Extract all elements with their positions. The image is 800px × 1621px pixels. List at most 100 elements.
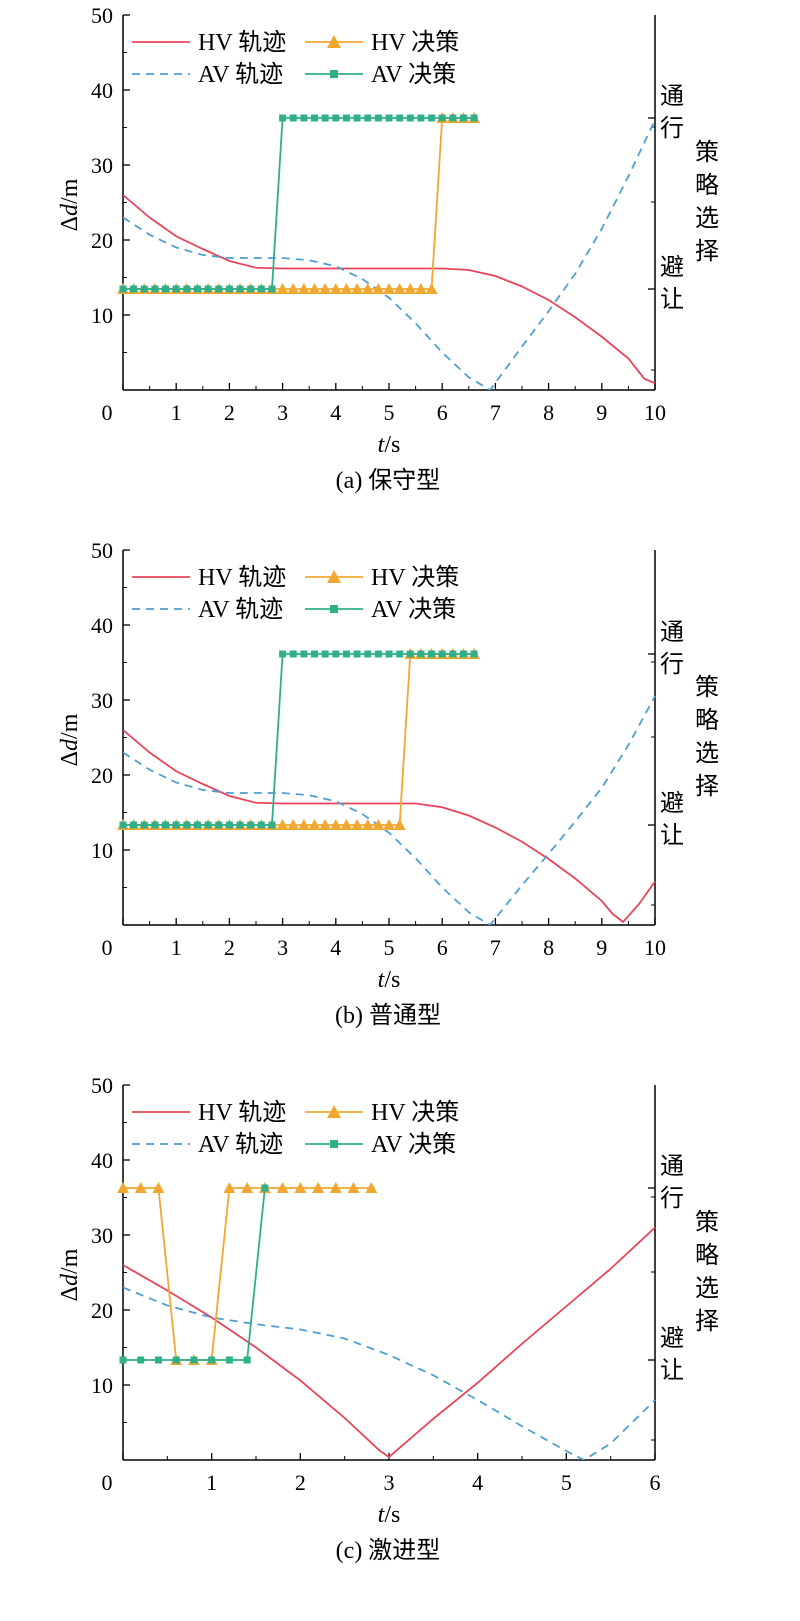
legend-label: AV 轨迹 bbox=[198, 596, 283, 623]
square-marker bbox=[183, 285, 191, 293]
y-tick-label: 30 bbox=[91, 1223, 113, 1248]
triangle-marker bbox=[351, 283, 364, 294]
y-tick-label: 40 bbox=[91, 1148, 113, 1173]
triangle-marker bbox=[372, 819, 385, 830]
x-tick-label: 2 bbox=[295, 1470, 306, 1495]
right-axis-title: 择 bbox=[695, 1308, 719, 1335]
legend-label: AV 决策 bbox=[371, 596, 456, 623]
x-tick-label: 8 bbox=[543, 400, 554, 425]
square-marker bbox=[162, 821, 170, 829]
y-tick-label: 30 bbox=[91, 153, 113, 178]
square-marker bbox=[385, 114, 393, 122]
x-tick-label: 6 bbox=[437, 400, 448, 425]
square-marker bbox=[311, 650, 319, 658]
x-axis-title: t/s bbox=[378, 1502, 401, 1528]
square-marker bbox=[261, 1184, 269, 1192]
series-AV-轨迹 bbox=[123, 119, 656, 390]
legend: HV 轨迹 HV 决策 AV 轨迹 AV 决策 bbox=[132, 1099, 459, 1158]
right-tick-label: 避 bbox=[660, 790, 684, 817]
square-marker bbox=[130, 821, 138, 829]
x-tick-label: 9 bbox=[596, 935, 607, 960]
square-marker bbox=[247, 821, 255, 829]
x-tick-label: 2 bbox=[224, 400, 235, 425]
series-line bbox=[123, 729, 656, 924]
x-tick-label: 10 bbox=[644, 935, 666, 960]
square-marker bbox=[332, 114, 340, 122]
square-marker bbox=[204, 821, 212, 829]
square-marker bbox=[215, 285, 223, 293]
square-marker bbox=[385, 650, 393, 658]
legend-triangle-marker bbox=[327, 570, 341, 583]
series-HV-轨迹 bbox=[123, 1226, 656, 1459]
x-tick-label: 4 bbox=[330, 935, 341, 960]
square-marker bbox=[470, 650, 478, 658]
y-tick-label: 20 bbox=[91, 763, 113, 788]
y-axis-title: Δd/m bbox=[57, 1248, 83, 1301]
square-marker bbox=[190, 1356, 198, 1364]
triangle-marker bbox=[241, 1182, 254, 1193]
triangle-marker bbox=[361, 819, 374, 830]
right-tick-label: 行 bbox=[660, 651, 684, 678]
series-HV-决策 bbox=[117, 1182, 378, 1365]
triangle-marker bbox=[329, 1182, 342, 1193]
y-tick-label: 40 bbox=[91, 78, 113, 103]
triangle-marker bbox=[134, 1182, 147, 1193]
right-axis-title: 择 bbox=[695, 238, 719, 265]
square-marker bbox=[140, 285, 148, 293]
triangle-marker bbox=[287, 283, 300, 294]
square-marker bbox=[342, 650, 350, 658]
square-marker bbox=[236, 285, 244, 293]
square-marker bbox=[268, 285, 276, 293]
right-tick-label: 通 bbox=[660, 620, 684, 646]
decision-line bbox=[123, 653, 475, 826]
square-marker bbox=[300, 650, 308, 658]
square-marker bbox=[459, 114, 467, 122]
square-marker bbox=[151, 821, 159, 829]
x-tick-label: 6 bbox=[650, 1470, 661, 1495]
right-axis-title: 策 bbox=[695, 1209, 719, 1236]
square-marker bbox=[406, 114, 414, 122]
right-tick-label: 行 bbox=[660, 1185, 684, 1212]
legend-label: AV 轨迹 bbox=[198, 1131, 283, 1158]
square-marker bbox=[289, 114, 297, 122]
panel-caption: (c) 激进型 bbox=[336, 1537, 441, 1564]
x-tick-label: 0 bbox=[102, 935, 113, 960]
square-marker bbox=[225, 821, 233, 829]
y-tick-label: 50 bbox=[91, 3, 113, 28]
y-tick-label: 20 bbox=[91, 228, 113, 253]
decision-line bbox=[123, 1187, 266, 1361]
square-marker bbox=[243, 1356, 251, 1364]
x-tick-label: 10 bbox=[644, 400, 666, 425]
square-marker bbox=[417, 114, 425, 122]
x-tick-label: 3 bbox=[277, 935, 288, 960]
square-marker bbox=[225, 1356, 233, 1364]
square-marker bbox=[321, 650, 329, 658]
square-marker bbox=[215, 821, 223, 829]
x-tick-label: 3 bbox=[277, 400, 288, 425]
square-marker bbox=[311, 114, 319, 122]
square-marker bbox=[279, 650, 287, 658]
triangle-marker bbox=[319, 819, 332, 830]
triangle-marker bbox=[329, 283, 342, 294]
right-axis-title: 择 bbox=[695, 773, 719, 800]
x-tick-label: 3 bbox=[384, 1470, 395, 1495]
series-AV-决策 bbox=[119, 114, 478, 293]
triangle-marker bbox=[340, 283, 353, 294]
square-marker bbox=[396, 114, 404, 122]
y-tick-label: 40 bbox=[91, 613, 113, 638]
square-marker bbox=[279, 114, 287, 122]
legend-label: HV 轨迹 bbox=[198, 564, 286, 591]
square-marker bbox=[257, 285, 265, 293]
square-marker bbox=[193, 285, 201, 293]
decision-line bbox=[123, 117, 475, 290]
legend-label: HV 轨迹 bbox=[198, 1099, 286, 1126]
square-marker bbox=[332, 650, 340, 658]
series-AV-轨迹 bbox=[123, 1286, 656, 1460]
triangle-marker bbox=[297, 819, 310, 830]
right-tick-label: 行 bbox=[660, 115, 684, 142]
x-tick-label: 4 bbox=[330, 400, 341, 425]
square-marker bbox=[406, 650, 414, 658]
triangle-marker bbox=[276, 283, 289, 294]
triangle-marker bbox=[361, 283, 374, 294]
